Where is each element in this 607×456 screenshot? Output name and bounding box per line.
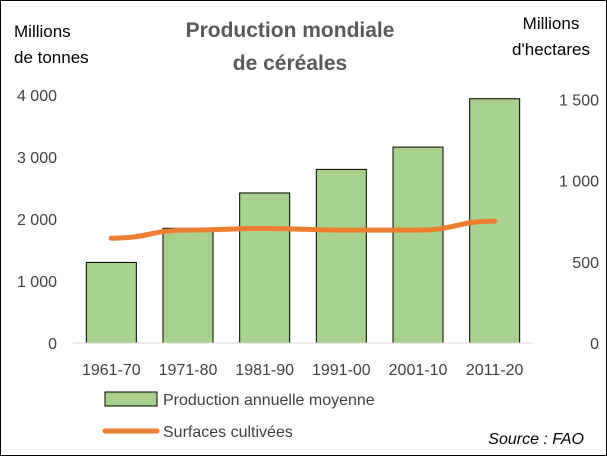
legend-label: Surfaces cultivées	[163, 424, 293, 441]
left-axis-title-line: Millions	[14, 22, 71, 41]
left-axis-title-line: de tonnes	[14, 48, 89, 67]
line-path	[108, 218, 498, 241]
legend-item-line: Surfaces cultivées	[102, 424, 293, 441]
right-tick-label: 1 500	[559, 92, 599, 109]
left-axis-title: Millions de tonnes	[14, 22, 89, 67]
left-tick-label: 2 000	[17, 212, 57, 229]
bar	[239, 192, 291, 344]
bar-series	[85, 98, 521, 344]
left-axis-ticks: 0 1 000 2 000 3 000 4 000	[17, 88, 57, 353]
legend-swatch-bar	[104, 391, 158, 407]
bar	[315, 168, 367, 344]
left-tick-label: 4 000	[17, 88, 57, 105]
left-tick-label: 1 000	[17, 274, 57, 291]
chart-title-line: Production mondiale	[186, 19, 395, 42]
legend-label: Production annuelle moyenne	[163, 392, 375, 409]
left-tick-label: 0	[48, 336, 57, 353]
line-series	[108, 218, 498, 241]
category-label: 1991-00	[312, 362, 371, 379]
source-note: Source : FAO	[488, 431, 584, 448]
bar	[85, 261, 137, 344]
right-tick-label: 500	[572, 255, 599, 272]
bar	[392, 146, 444, 344]
left-tick-label: 3 000	[17, 150, 57, 167]
right-tick-label: 0	[590, 336, 599, 353]
right-axis-title: Millions d'hectares	[512, 14, 590, 59]
source-text: Source : FAO	[488, 431, 584, 448]
legend: Production annuelle moyenne Surfaces cult…	[102, 391, 375, 441]
right-tick-label: 1 000	[559, 174, 599, 191]
category-label: 1971-80	[159, 362, 218, 379]
right-axis-title-line: d'hectares	[512, 40, 590, 59]
chart-title-line: de céréales	[233, 52, 347, 75]
right-axis-ticks: 0 500 1 000 1 500	[559, 92, 599, 353]
category-labels: 1961-70 1971-80 1981-90 1991-00 2001-10 2011-…	[82, 362, 524, 379]
category-label: 2011-20	[466, 362, 524, 379]
right-axis-title-line: Millions	[523, 14, 580, 33]
category-label: 1981-90	[235, 362, 294, 379]
bar	[162, 227, 214, 344]
category-label: 2001-10	[389, 362, 448, 379]
chart-title: Production mondiale de céréales	[186, 19, 395, 75]
category-label: 1961-70	[82, 362, 141, 379]
legend-item-bar: Production annuelle moyenne	[104, 391, 375, 409]
